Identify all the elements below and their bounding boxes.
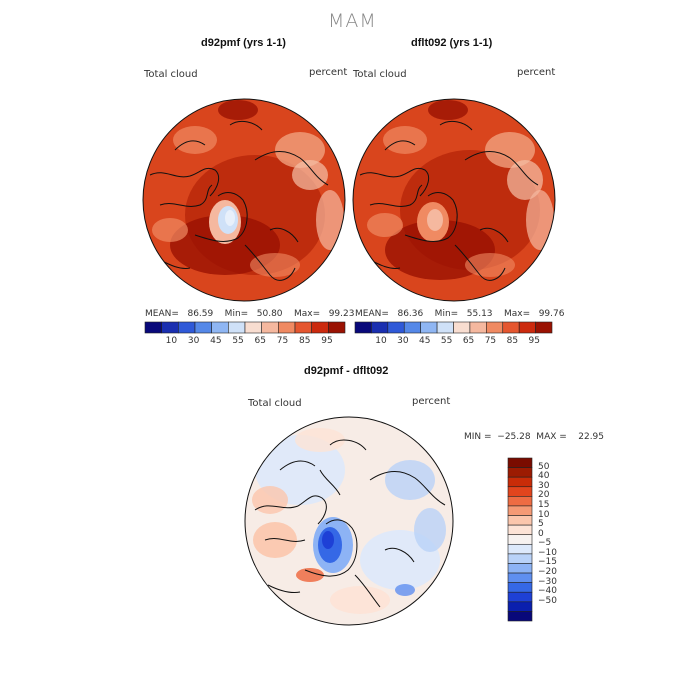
- diff-colorbar-tick: −50: [538, 595, 557, 606]
- diff-colorbar-swatch: [507, 601, 533, 612]
- panel1-colorbar-tick: 65: [254, 336, 266, 346]
- diff-colorbar-tick: 40: [538, 471, 550, 482]
- panel2-colorbar-swatch: [420, 321, 438, 334]
- panel1-colorbar-swatch: [278, 321, 296, 334]
- diff-colorbar-swatch: [507, 515, 533, 526]
- panel2-stats: MEAN= 86.36 Min= 55.13 Max= 99.76: [355, 309, 565, 319]
- diff-colorbar-swatch: [507, 476, 533, 488]
- panel2-colorbar-swatch: [436, 321, 454, 334]
- panel1-colorbar-tick: 30: [187, 336, 200, 346]
- panel1-colorbar-swatch: [144, 321, 162, 334]
- diff-colorbar-tick: −15: [538, 557, 557, 568]
- panel1-colorbar-swatch: [261, 321, 279, 334]
- panel1-colorbar-tick: 75: [276, 336, 289, 346]
- diff-colorbar: [507, 457, 533, 622]
- panel2-colorbar-swatch: [387, 321, 405, 334]
- panel2-variable-label: Total cloud: [353, 69, 407, 80]
- panel1-colorbar-tick: 55: [232, 336, 244, 346]
- panel2-colorbar-swatch: [354, 321, 372, 334]
- panel2-colorbar-tick: 45: [419, 336, 431, 346]
- panel1-colorbar-swatch: [161, 321, 179, 334]
- diff-colorbar-tick: 50: [538, 461, 550, 472]
- diff-colorbar-swatch: [507, 496, 533, 507]
- diff-colorbar-swatch: [507, 611, 533, 622]
- panel1-colorbar-tick: 95: [321, 336, 333, 346]
- panel2-colorbar-tick: 30: [397, 336, 409, 346]
- diff-variable-label: Total cloud: [248, 398, 302, 409]
- panel2-colorbar-tick: 95: [528, 336, 540, 346]
- panel1-colorbar-swatch: [228, 321, 246, 334]
- diff-colorbar-tick: 20: [538, 490, 550, 501]
- panel2-map: [353, 99, 555, 301]
- diff-colorbar-swatch: [507, 486, 533, 497]
- diff-colorbar-tick: −30: [538, 576, 557, 587]
- panel1-colorbar: [144, 321, 346, 334]
- panel1-unit-label: percent: [309, 67, 348, 78]
- panel2-colorbar-swatch: [469, 321, 487, 334]
- panel2-title: dflt092 (yrs 1-1): [411, 37, 493, 49]
- panel1-colorbar-swatch: [328, 321, 346, 334]
- diff-colorbar-swatch: [507, 553, 533, 564]
- panel1-colorbar-swatch: [194, 321, 212, 334]
- panel1-variable-label: Total cloud: [144, 69, 198, 80]
- panel1-colorbar-swatch: [311, 321, 329, 334]
- diff-colorbar-tick: 15: [538, 499, 550, 510]
- diff-colorbar-tick: 0: [538, 528, 544, 539]
- diff-colorbar-swatch: [507, 572, 533, 583]
- diff-colorbar-swatch: [507, 457, 533, 468]
- diff-colorbar-swatch: [507, 467, 533, 478]
- panel2-colorbar-swatch: [502, 321, 520, 334]
- diff-colorbar-tick: −5: [538, 538, 552, 549]
- panel1-colorbar-tick: 45: [210, 336, 222, 346]
- diff-colorbar-swatch: [507, 563, 533, 574]
- panel2-colorbar-swatch: [486, 321, 504, 334]
- diff-stats: MIN = −25.28 MAX = 22.95: [464, 432, 605, 442]
- panel2-colorbar-swatch: [371, 321, 389, 334]
- diff-colorbar-swatch: [507, 582, 533, 593]
- diff-colorbar-swatch: [507, 505, 533, 516]
- panel2-colorbar: [354, 321, 553, 334]
- diff-colorbar-tick: 10: [538, 509, 550, 520]
- diff-colorbar-tick: −40: [538, 586, 557, 597]
- diff-colorbar-tick: −10: [538, 547, 557, 558]
- diff-unit-label: percent: [412, 396, 451, 407]
- diff-colorbar-swatch: [507, 534, 533, 545]
- panel2-colorbar-tick: 65: [462, 336, 475, 346]
- diff-colorbar-swatch: [507, 524, 533, 536]
- panel1-colorbar-swatch: [244, 321, 262, 334]
- panel1-map-border: [142, 98, 346, 302]
- panel1-colorbar-swatch: [178, 321, 196, 334]
- panel1-colorbar-tick: 10: [165, 336, 178, 346]
- panel1-colorbar-swatch: [294, 321, 312, 334]
- diff-colorbar-tick: −20: [538, 567, 557, 578]
- panel2-map-border: [352, 98, 556, 302]
- panel2-colorbar-tick: 55: [440, 336, 453, 346]
- panel1-colorbar-swatch: [211, 321, 229, 334]
- panel2-colorbar-swatch: [535, 321, 553, 334]
- panel2-colorbar-tick: 75: [484, 336, 497, 346]
- panel1-colorbar-tick: 85: [299, 336, 311, 346]
- diff-colorbar-tick: 5: [538, 519, 544, 530]
- panel1-stats: MEAN= 86.59 Min= 50.80 Max= 99.23: [145, 309, 355, 319]
- panel2-colorbar-tick: 85: [506, 336, 519, 346]
- diff-panel-title: d92pmf - dflt092: [304, 365, 389, 377]
- diff-map: [245, 417, 453, 625]
- diff-colorbar-swatch: [507, 543, 533, 555]
- panel1-title: d92pmf (yrs 1-1): [201, 37, 286, 49]
- figure-title: MAM: [328, 10, 377, 32]
- panel1-map: [143, 99, 345, 301]
- panel2-colorbar-swatch: [518, 321, 536, 334]
- diff-map-border: [244, 416, 454, 626]
- panel2-unit-label: percent: [517, 67, 556, 78]
- diff-colorbar-tick: 30: [538, 480, 550, 491]
- panel2-colorbar-swatch: [453, 321, 471, 334]
- panel2-colorbar-tick: 10: [375, 336, 387, 346]
- panel2-colorbar-swatch: [403, 321, 421, 334]
- diff-colorbar-swatch: [507, 591, 533, 603]
